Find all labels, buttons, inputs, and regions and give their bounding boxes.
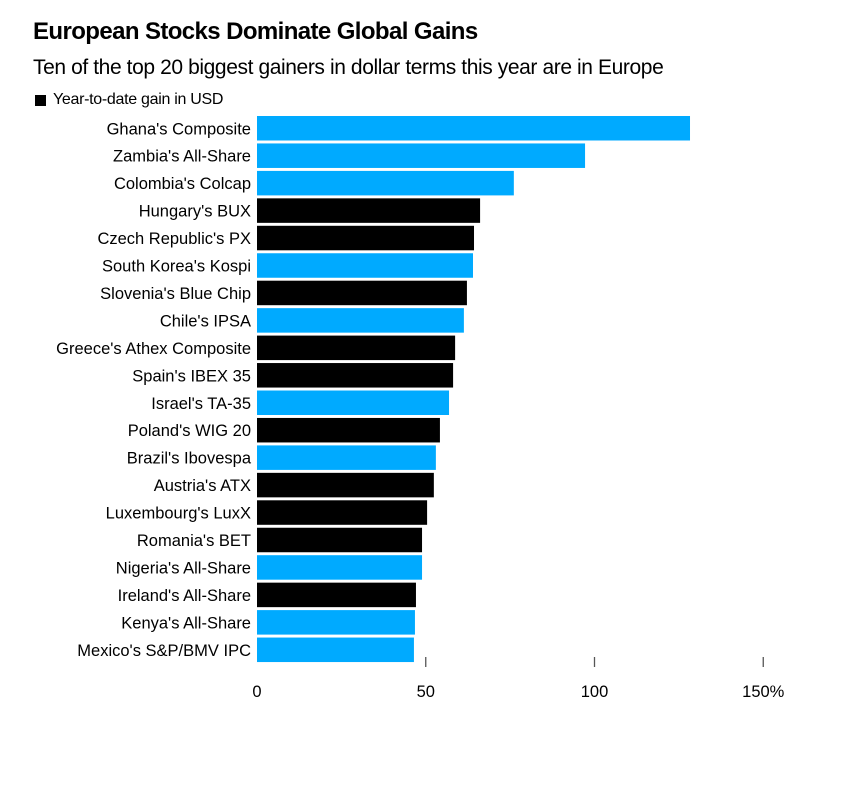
bar-chile-s-ipsa — [257, 308, 464, 333]
bar-mexico-s-s-p-bmv-ipc — [257, 637, 414, 663]
bar-ghana-s-composite — [257, 116, 691, 141]
legend-swatch — [35, 94, 46, 106]
x-tick-label: 150% — [742, 683, 785, 701]
bar-israel-s-ta-35 — [257, 390, 450, 415]
bar-south-korea-s-kospi — [257, 253, 473, 278]
bar-poland-s-wig-20 — [257, 417, 440, 443]
category-label: Hungary's BUX — [139, 203, 251, 221]
bar-spain-s-ibex-35 — [257, 363, 454, 388]
category-label: Israel's TA-35 — [151, 395, 251, 413]
category-label: Greece's Athex Composite — [56, 340, 251, 358]
category-label: Luxembourg's LuxX — [106, 505, 251, 523]
legend: Year-to-date gain in USD — [35, 91, 223, 109]
legend-label: Year-to-date gain in USD — [53, 91, 224, 108]
category-label: Ireland's All-Share — [118, 587, 251, 605]
bar-brazil-s-ibovespa — [257, 445, 436, 470]
chart-title: European Stocks Dominate Global Gains — [33, 18, 478, 45]
category-label: Brazil's Ibovespa — [127, 450, 252, 468]
category-label: Chile's IPSA — [160, 312, 251, 330]
bar-zambia-s-all-share — [257, 143, 586, 168]
bar-czech-republic-s-px — [257, 225, 475, 251]
bar-kenya-s-all-share — [257, 610, 415, 635]
category-label: Colombia's Colcap — [114, 175, 251, 193]
chart-subtitle: Ten of the top 20 biggest gainers in dol… — [33, 56, 664, 79]
category-label: Mexico's S&P/BMV IPC — [77, 642, 251, 660]
x-tick-label: 50 — [417, 683, 435, 701]
category-label: Czech Republic's PX — [97, 230, 251, 248]
category-label: Nigeria's All-Share — [116, 559, 251, 577]
bar-ireland-s-all-share — [257, 582, 416, 608]
bar-hungary-s-bux — [257, 198, 481, 223]
category-label: Kenya's All-Share — [121, 614, 251, 632]
category-label: Austria's ATX — [154, 477, 251, 495]
bar-nigeria-s-all-share — [257, 555, 423, 580]
bar-luxembourg-s-luxx — [257, 500, 428, 525]
bar-slovenia-s-blue-chip — [257, 280, 467, 306]
bar-romania-s-bet — [257, 527, 423, 553]
category-label: South Korea's Kospi — [102, 258, 251, 276]
category-label: Zambia's All-Share — [113, 148, 251, 166]
category-label: Poland's WIG 20 — [128, 422, 251, 440]
bar-greece-s-athex-composite — [257, 335, 456, 361]
category-label: Spain's IBEX 35 — [132, 367, 251, 385]
category-label: Romania's BET — [137, 532, 251, 550]
category-label: Slovenia's Blue Chip — [100, 285, 251, 303]
bar-austria-s-atx — [257, 472, 434, 498]
bar-colombia-s-colcap — [257, 170, 514, 196]
category-label: Ghana's Composite — [107, 120, 251, 138]
x-tick-label: 0 — [252, 683, 261, 701]
x-tick-label: 100 — [581, 683, 609, 701]
